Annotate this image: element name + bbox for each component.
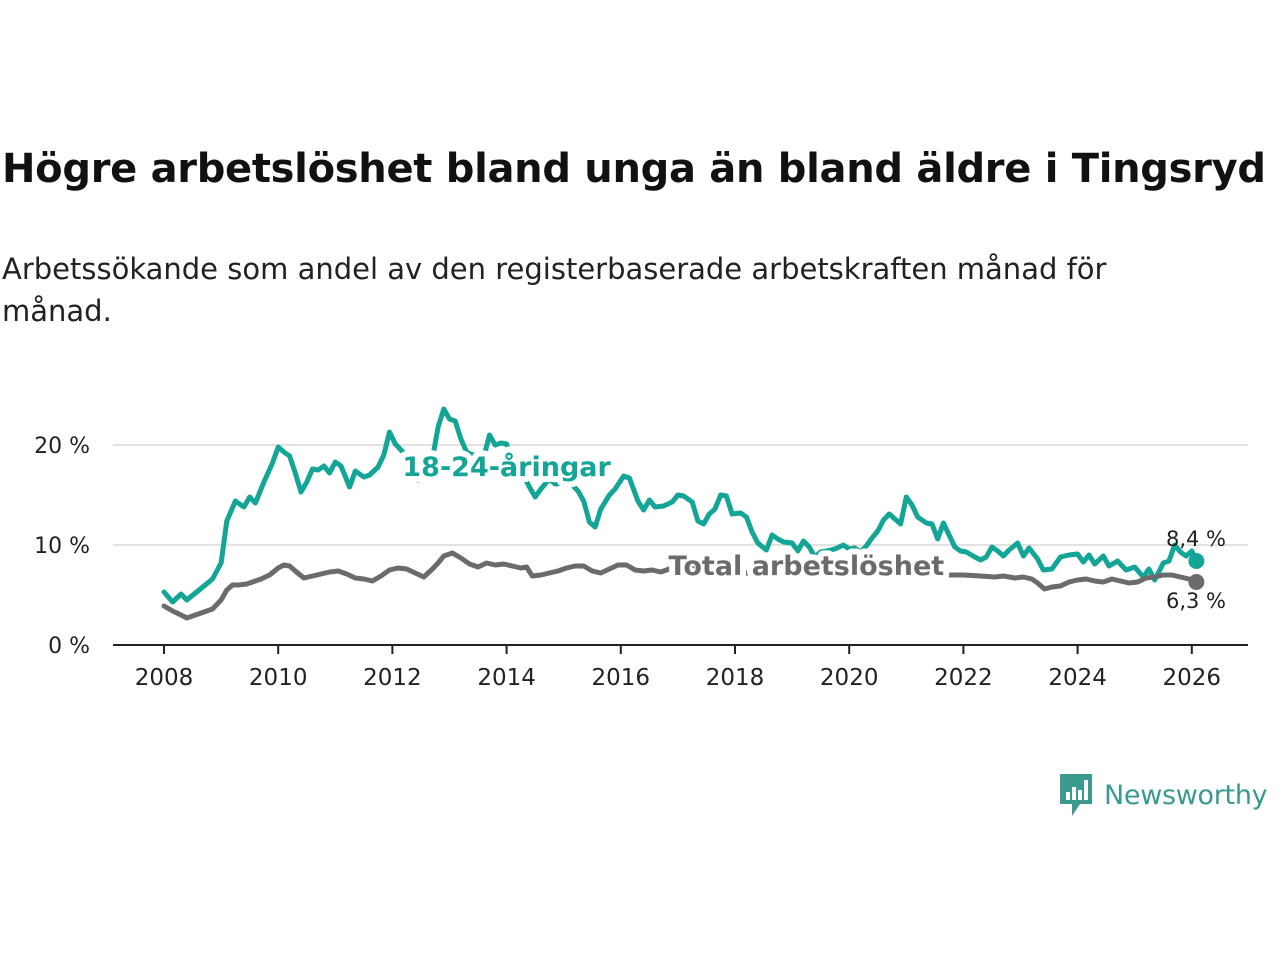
end-point-total bbox=[1188, 574, 1205, 590]
series-line-youth bbox=[161, 406, 1199, 605]
chart-title: Högre arbetslöshet bland unga än bland ä… bbox=[2, 146, 1266, 192]
x-tick-label: 2010 bbox=[249, 665, 308, 691]
newsworthy-logo: Newsworthy bbox=[1058, 772, 1268, 818]
series-label-youth: 18-24-åringar bbox=[402, 451, 611, 483]
end-label-youth: 8,4 % bbox=[1166, 527, 1226, 551]
x-tick-label: 2016 bbox=[592, 665, 651, 691]
series-line-total bbox=[161, 550, 1199, 621]
y-tick-label: 20 % bbox=[34, 434, 90, 459]
x-tick-label: 2018 bbox=[706, 665, 765, 691]
newsworthy-logo-icon bbox=[1060, 774, 1092, 816]
x-tick-label: 2020 bbox=[820, 665, 879, 691]
x-tick-label: 2024 bbox=[1048, 665, 1107, 691]
x-tick-label: 2014 bbox=[477, 665, 536, 691]
x-tick-label: 2008 bbox=[135, 665, 194, 691]
y-tick-label: 0 % bbox=[48, 634, 90, 659]
series-label-youth-halo: 18-24-åringar bbox=[402, 451, 611, 483]
end-label-total: 6,3 % bbox=[1166, 589, 1226, 613]
chart-subtitle: Arbetssökande som andel av den registerb… bbox=[2, 252, 1107, 328]
series-label-total: Total arbetslöshet bbox=[669, 551, 945, 582]
newsworthy-logo-text: Newsworthy bbox=[1104, 779, 1268, 811]
end-point-youth bbox=[1188, 553, 1205, 569]
x-tick-label: 2022 bbox=[934, 665, 993, 691]
y-tick-label: 10 % bbox=[34, 534, 90, 559]
x-tick-label: 2012 bbox=[363, 665, 422, 691]
x-tick-label: 2026 bbox=[1163, 665, 1222, 691]
series-label-total-halo: Total arbetslöshet bbox=[669, 551, 945, 582]
